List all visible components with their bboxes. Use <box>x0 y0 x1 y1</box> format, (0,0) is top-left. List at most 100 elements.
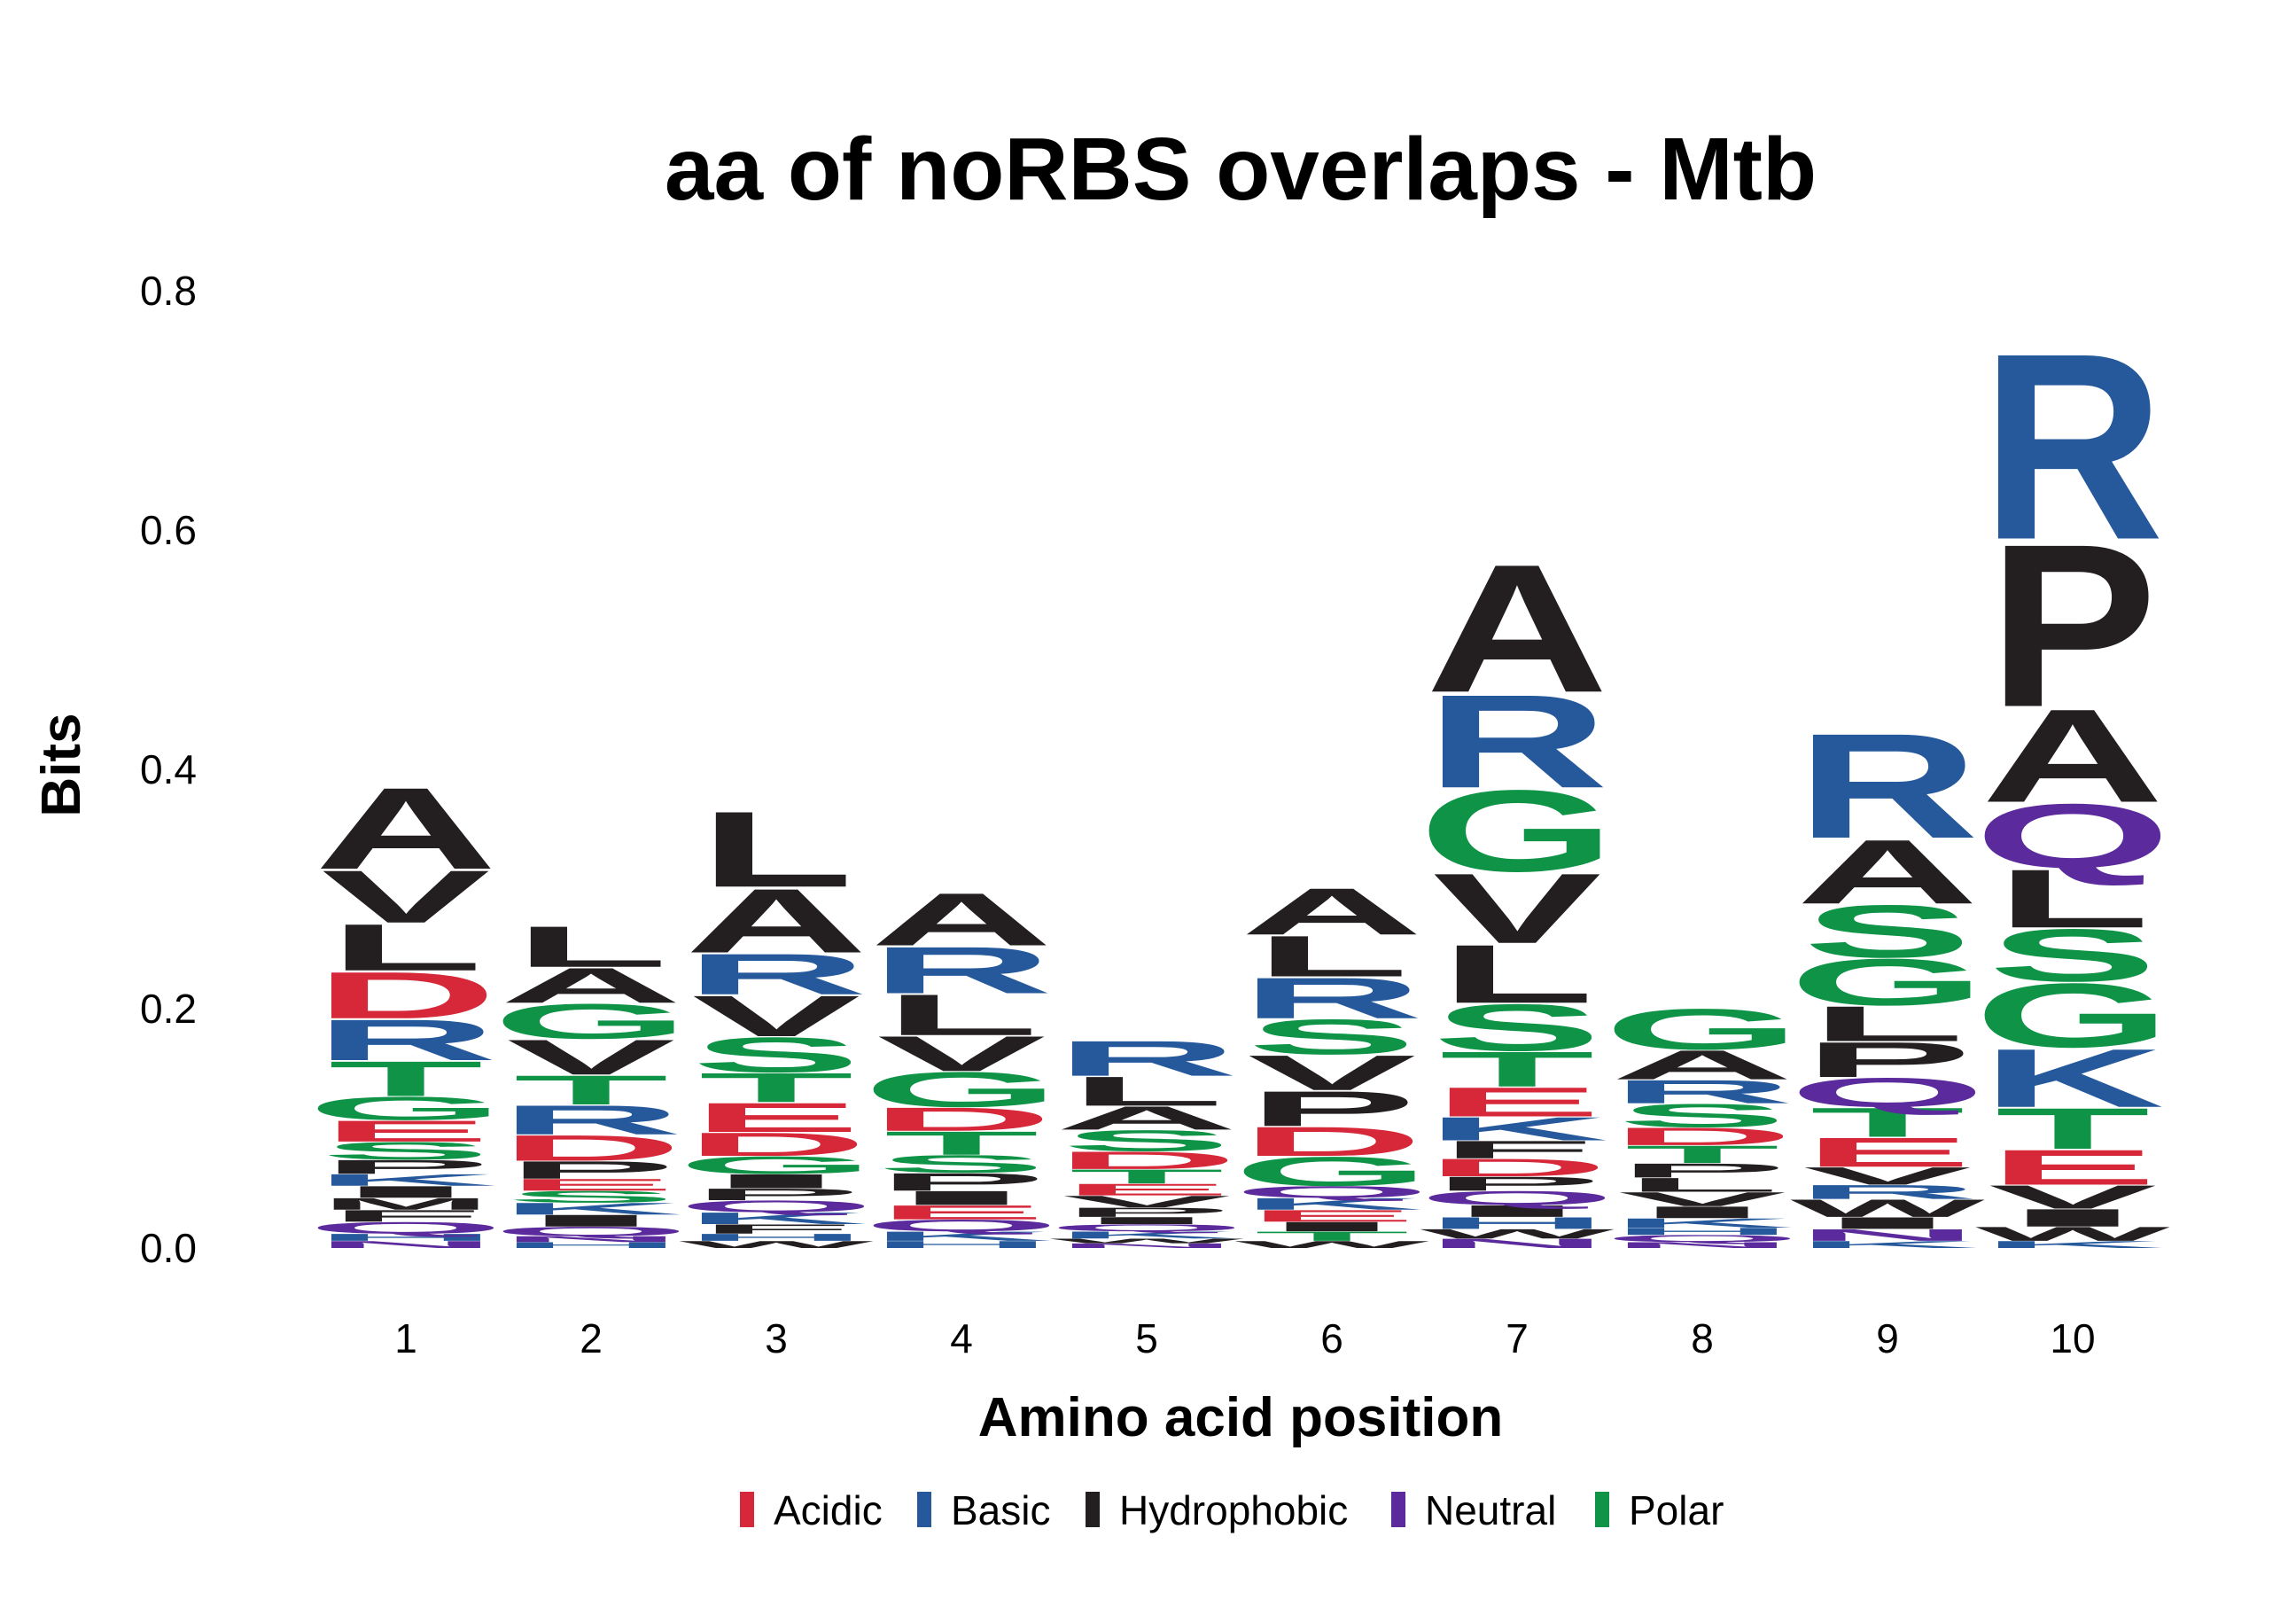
logo-letter: Q <box>1604 1233 1801 1244</box>
logo-letter: S <box>322 1137 491 1165</box>
logo-letter: K <box>1981 1032 2164 1124</box>
logo-letter: G <box>493 994 689 1049</box>
logo-letter: S <box>877 1150 1047 1178</box>
logo-letter: E <box>1248 1206 1417 1225</box>
logo-letter: W <box>1975 1223 2170 1245</box>
logo-letter: H <box>500 1241 682 1250</box>
x-tick-label: 7 <box>1506 1315 1529 1361</box>
logo-letter: T <box>1255 1228 1410 1244</box>
logo-letter: I <box>318 1182 494 1201</box>
logo-letter: W <box>1420 1227 1615 1242</box>
logo-letter: N <box>315 1239 497 1251</box>
logo-letter: S <box>692 1027 861 1083</box>
logo-letter: I <box>874 1187 1049 1209</box>
logo-letter: E <box>1989 1140 2158 1196</box>
logo-letter: K <box>1796 1239 1979 1251</box>
logo-letter: T <box>514 1067 669 1113</box>
y-tick-label: 0.4 <box>140 746 197 792</box>
logo-letter: W <box>1790 1195 1985 1222</box>
logo-letter: E <box>1062 1181 1232 1199</box>
logo-letter: R <box>1981 299 2164 596</box>
logo-letter: R <box>1426 667 1608 816</box>
logo-letter: S <box>1062 1124 1232 1158</box>
logo-letter: N <box>1611 1241 1794 1250</box>
logo-letter: L <box>1255 924 1410 988</box>
logo-letter: P <box>1433 1173 1602 1195</box>
x-tick-label: 2 <box>580 1315 603 1361</box>
logo-letter: V <box>507 1029 676 1085</box>
logo-letter: A <box>1611 1042 1794 1088</box>
logo-letter: T <box>884 1125 1039 1162</box>
logo-letter: D <box>1426 1154 1608 1182</box>
logo-letter: V <box>322 854 491 939</box>
logo-letter: G <box>1419 767 1615 896</box>
legend-label: Hydrophobic <box>1119 1487 1348 1533</box>
logo-letter: L <box>1625 1174 1780 1196</box>
logo-letter: N <box>500 1235 682 1244</box>
logo-letter: A <box>1055 1100 1238 1137</box>
legend-swatch <box>740 1492 754 1527</box>
logo-letter: Q <box>307 1219 504 1237</box>
logo-letter: R <box>1796 1181 1979 1203</box>
logo-letter: Q <box>1234 1182 1430 1201</box>
logo-letter: K <box>1981 1239 2164 1251</box>
logo-letter: A <box>1981 682 2164 831</box>
y-axis-ticks: 0.0 0.2 0.4 0.6 0.8 <box>140 268 197 1271</box>
logo-letter: K <box>315 1171 497 1190</box>
logo-letter: E <box>1803 1129 1973 1175</box>
x-tick-label: 10 <box>2050 1315 2095 1361</box>
y-tick-label: 0.8 <box>140 268 197 314</box>
logo-letter: D <box>870 1101 1053 1138</box>
logo-letter: E <box>692 1095 861 1141</box>
legend-swatch <box>1391 1492 1405 1527</box>
logo-letter: I <box>1615 1203 1790 1221</box>
logo-letter: L <box>514 914 669 979</box>
y-tick-label: 0.2 <box>140 986 197 1032</box>
logo-letter: P <box>692 1185 861 1204</box>
logo-letter: T <box>1625 1141 1780 1168</box>
logo-letter: A <box>1796 821 1979 923</box>
logo-letter: F <box>329 1206 484 1225</box>
legend-swatch <box>1086 1492 1100 1527</box>
logo-letter: R <box>1611 1073 1794 1111</box>
logo-letter: D <box>1241 1119 1423 1165</box>
logo-letter: L <box>699 789 854 910</box>
logo-letter: L <box>1810 996 1965 1052</box>
x-axis-label: Amino acid position <box>978 1387 1503 1448</box>
logo-letter: G <box>678 1151 875 1179</box>
logo-letter: P <box>1248 1080 1417 1136</box>
logo-letter: E <box>507 1175 676 1194</box>
logo-letter: N <box>1796 1226 1979 1244</box>
logo-letter: K <box>1241 1195 1423 1213</box>
logo-letter: R <box>1796 702 1979 869</box>
logo-letter: H <box>315 1232 497 1244</box>
x-tick-label: 8 <box>1691 1315 1714 1361</box>
logo-letter: N <box>1426 1236 1608 1251</box>
x-tick-label: 1 <box>394 1315 417 1361</box>
logo-letter: V <box>1803 1162 1973 1190</box>
legend-swatch <box>1595 1492 1609 1527</box>
logo-letter: A <box>315 764 497 893</box>
logo-letter: A <box>685 870 868 971</box>
logo-letter: T <box>1996 1096 2151 1160</box>
y-axis-label: Bits <box>31 713 92 816</box>
logo-letter: S <box>1989 913 2158 997</box>
logo-letter: P <box>1803 1032 1973 1088</box>
legend-swatch <box>917 1492 931 1527</box>
logo-letter: K <box>500 1199 682 1218</box>
logo-letter: D <box>500 1127 682 1168</box>
logo-letter: Q <box>863 1216 1060 1235</box>
logo-letter: P <box>507 1156 676 1183</box>
logo-letter: K <box>1611 1215 1794 1230</box>
logo-letter: R <box>870 933 1053 1008</box>
logo-letter: H <box>685 1232 868 1244</box>
logo-letter: Q <box>1974 785 2171 887</box>
x-tick-label: 3 <box>765 1315 788 1361</box>
legend-label: Polar <box>1629 1487 1724 1533</box>
logo-letter: V <box>1062 1192 1232 1211</box>
logo-letter: Q <box>1789 1070 1986 1116</box>
logo-letter: V <box>692 984 861 1049</box>
legend-label: Neutral <box>1425 1487 1556 1533</box>
logo-letter: S <box>1433 991 1602 1065</box>
logo-stacks: NHQFMIKPSEGTRDLVAHNQIKSEPDRTVGALWHFKQPIG… <box>307 299 2171 1251</box>
